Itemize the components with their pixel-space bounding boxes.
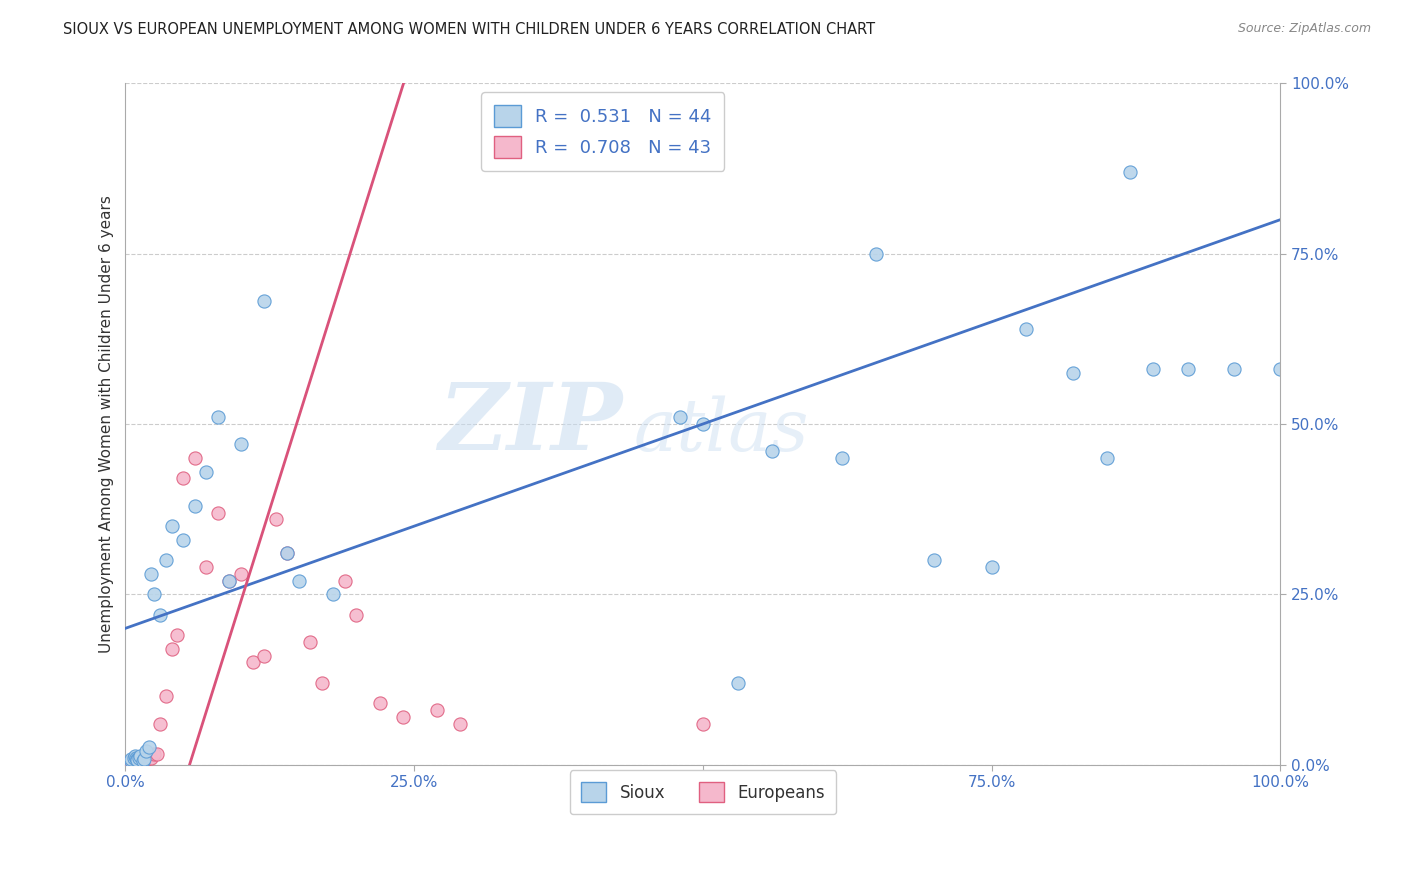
Point xyxy=(138,750,160,764)
Point xyxy=(276,546,298,560)
Point xyxy=(118,755,141,769)
Point xyxy=(264,512,287,526)
Point xyxy=(449,716,471,731)
Point xyxy=(1142,362,1164,376)
Point xyxy=(299,635,322,649)
Point xyxy=(922,553,945,567)
Point xyxy=(391,710,413,724)
Point xyxy=(125,753,148,767)
Point xyxy=(132,754,155,768)
Point xyxy=(229,437,252,451)
Point xyxy=(218,574,240,588)
Point xyxy=(207,410,229,425)
Point xyxy=(368,696,391,710)
Point xyxy=(1015,321,1038,335)
Point xyxy=(242,656,264,670)
Point xyxy=(138,740,160,755)
Point xyxy=(1119,165,1142,179)
Text: SIOUX VS EUROPEAN UNEMPLOYMENT AMONG WOMEN WITH CHILDREN UNDER 6 YEARS CORRELATI: SIOUX VS EUROPEAN UNEMPLOYMENT AMONG WOM… xyxy=(63,22,876,37)
Point xyxy=(160,519,183,533)
Point xyxy=(322,587,344,601)
Point xyxy=(195,465,218,479)
Point xyxy=(346,607,368,622)
Point xyxy=(253,294,276,309)
Point xyxy=(128,750,150,764)
Point xyxy=(125,752,148,766)
Point xyxy=(229,566,252,581)
Point xyxy=(311,675,333,690)
Text: Source: ZipAtlas.com: Source: ZipAtlas.com xyxy=(1237,22,1371,36)
Point xyxy=(127,753,149,767)
Point xyxy=(139,750,162,764)
Point xyxy=(184,450,207,465)
Point xyxy=(184,499,207,513)
Point xyxy=(692,417,714,431)
Point xyxy=(149,716,172,731)
Point xyxy=(125,752,148,766)
Point xyxy=(276,546,298,560)
Point xyxy=(120,754,142,768)
Point xyxy=(139,566,162,581)
Point xyxy=(120,754,142,768)
Point xyxy=(155,553,177,567)
Point xyxy=(333,574,356,588)
Point xyxy=(128,753,150,767)
Point xyxy=(1177,362,1199,376)
Point xyxy=(172,471,194,485)
Point xyxy=(831,450,853,465)
Point xyxy=(160,641,183,656)
Point xyxy=(132,752,155,766)
Point xyxy=(143,747,166,762)
Point xyxy=(1095,450,1118,465)
Point xyxy=(155,690,177,704)
Point xyxy=(134,752,156,766)
Point xyxy=(426,703,449,717)
Point xyxy=(132,751,155,765)
Point xyxy=(129,753,152,767)
Point xyxy=(727,675,749,690)
Point xyxy=(172,533,194,547)
Legend: Sioux, Europeans: Sioux, Europeans xyxy=(569,771,837,814)
Point xyxy=(195,560,218,574)
Point xyxy=(149,607,172,622)
Point xyxy=(122,753,145,767)
Point xyxy=(1270,362,1292,376)
Point xyxy=(124,749,146,764)
Point xyxy=(122,750,145,764)
Text: atlas: atlas xyxy=(634,395,808,466)
Point xyxy=(207,506,229,520)
Point xyxy=(1062,366,1084,380)
Point xyxy=(135,752,157,766)
Point xyxy=(132,752,155,766)
Point xyxy=(692,716,714,731)
Point xyxy=(218,574,240,588)
Point xyxy=(865,246,887,260)
Point xyxy=(120,752,142,766)
Y-axis label: Unemployment Among Women with Children Under 6 years: Unemployment Among Women with Children U… xyxy=(100,195,114,653)
Point xyxy=(166,628,188,642)
Text: ZIP: ZIP xyxy=(437,379,621,469)
Point xyxy=(253,648,276,663)
Point xyxy=(143,587,166,601)
Point xyxy=(124,753,146,767)
Point xyxy=(135,744,157,758)
Point xyxy=(145,747,167,762)
Point xyxy=(1223,362,1246,376)
Point xyxy=(287,574,309,588)
Point xyxy=(129,749,152,764)
Point xyxy=(761,444,783,458)
Point xyxy=(121,754,143,768)
Point xyxy=(131,752,153,766)
Point xyxy=(669,410,692,425)
Point xyxy=(125,750,148,764)
Point xyxy=(980,560,1002,574)
Point xyxy=(125,753,148,767)
Point xyxy=(125,753,148,767)
